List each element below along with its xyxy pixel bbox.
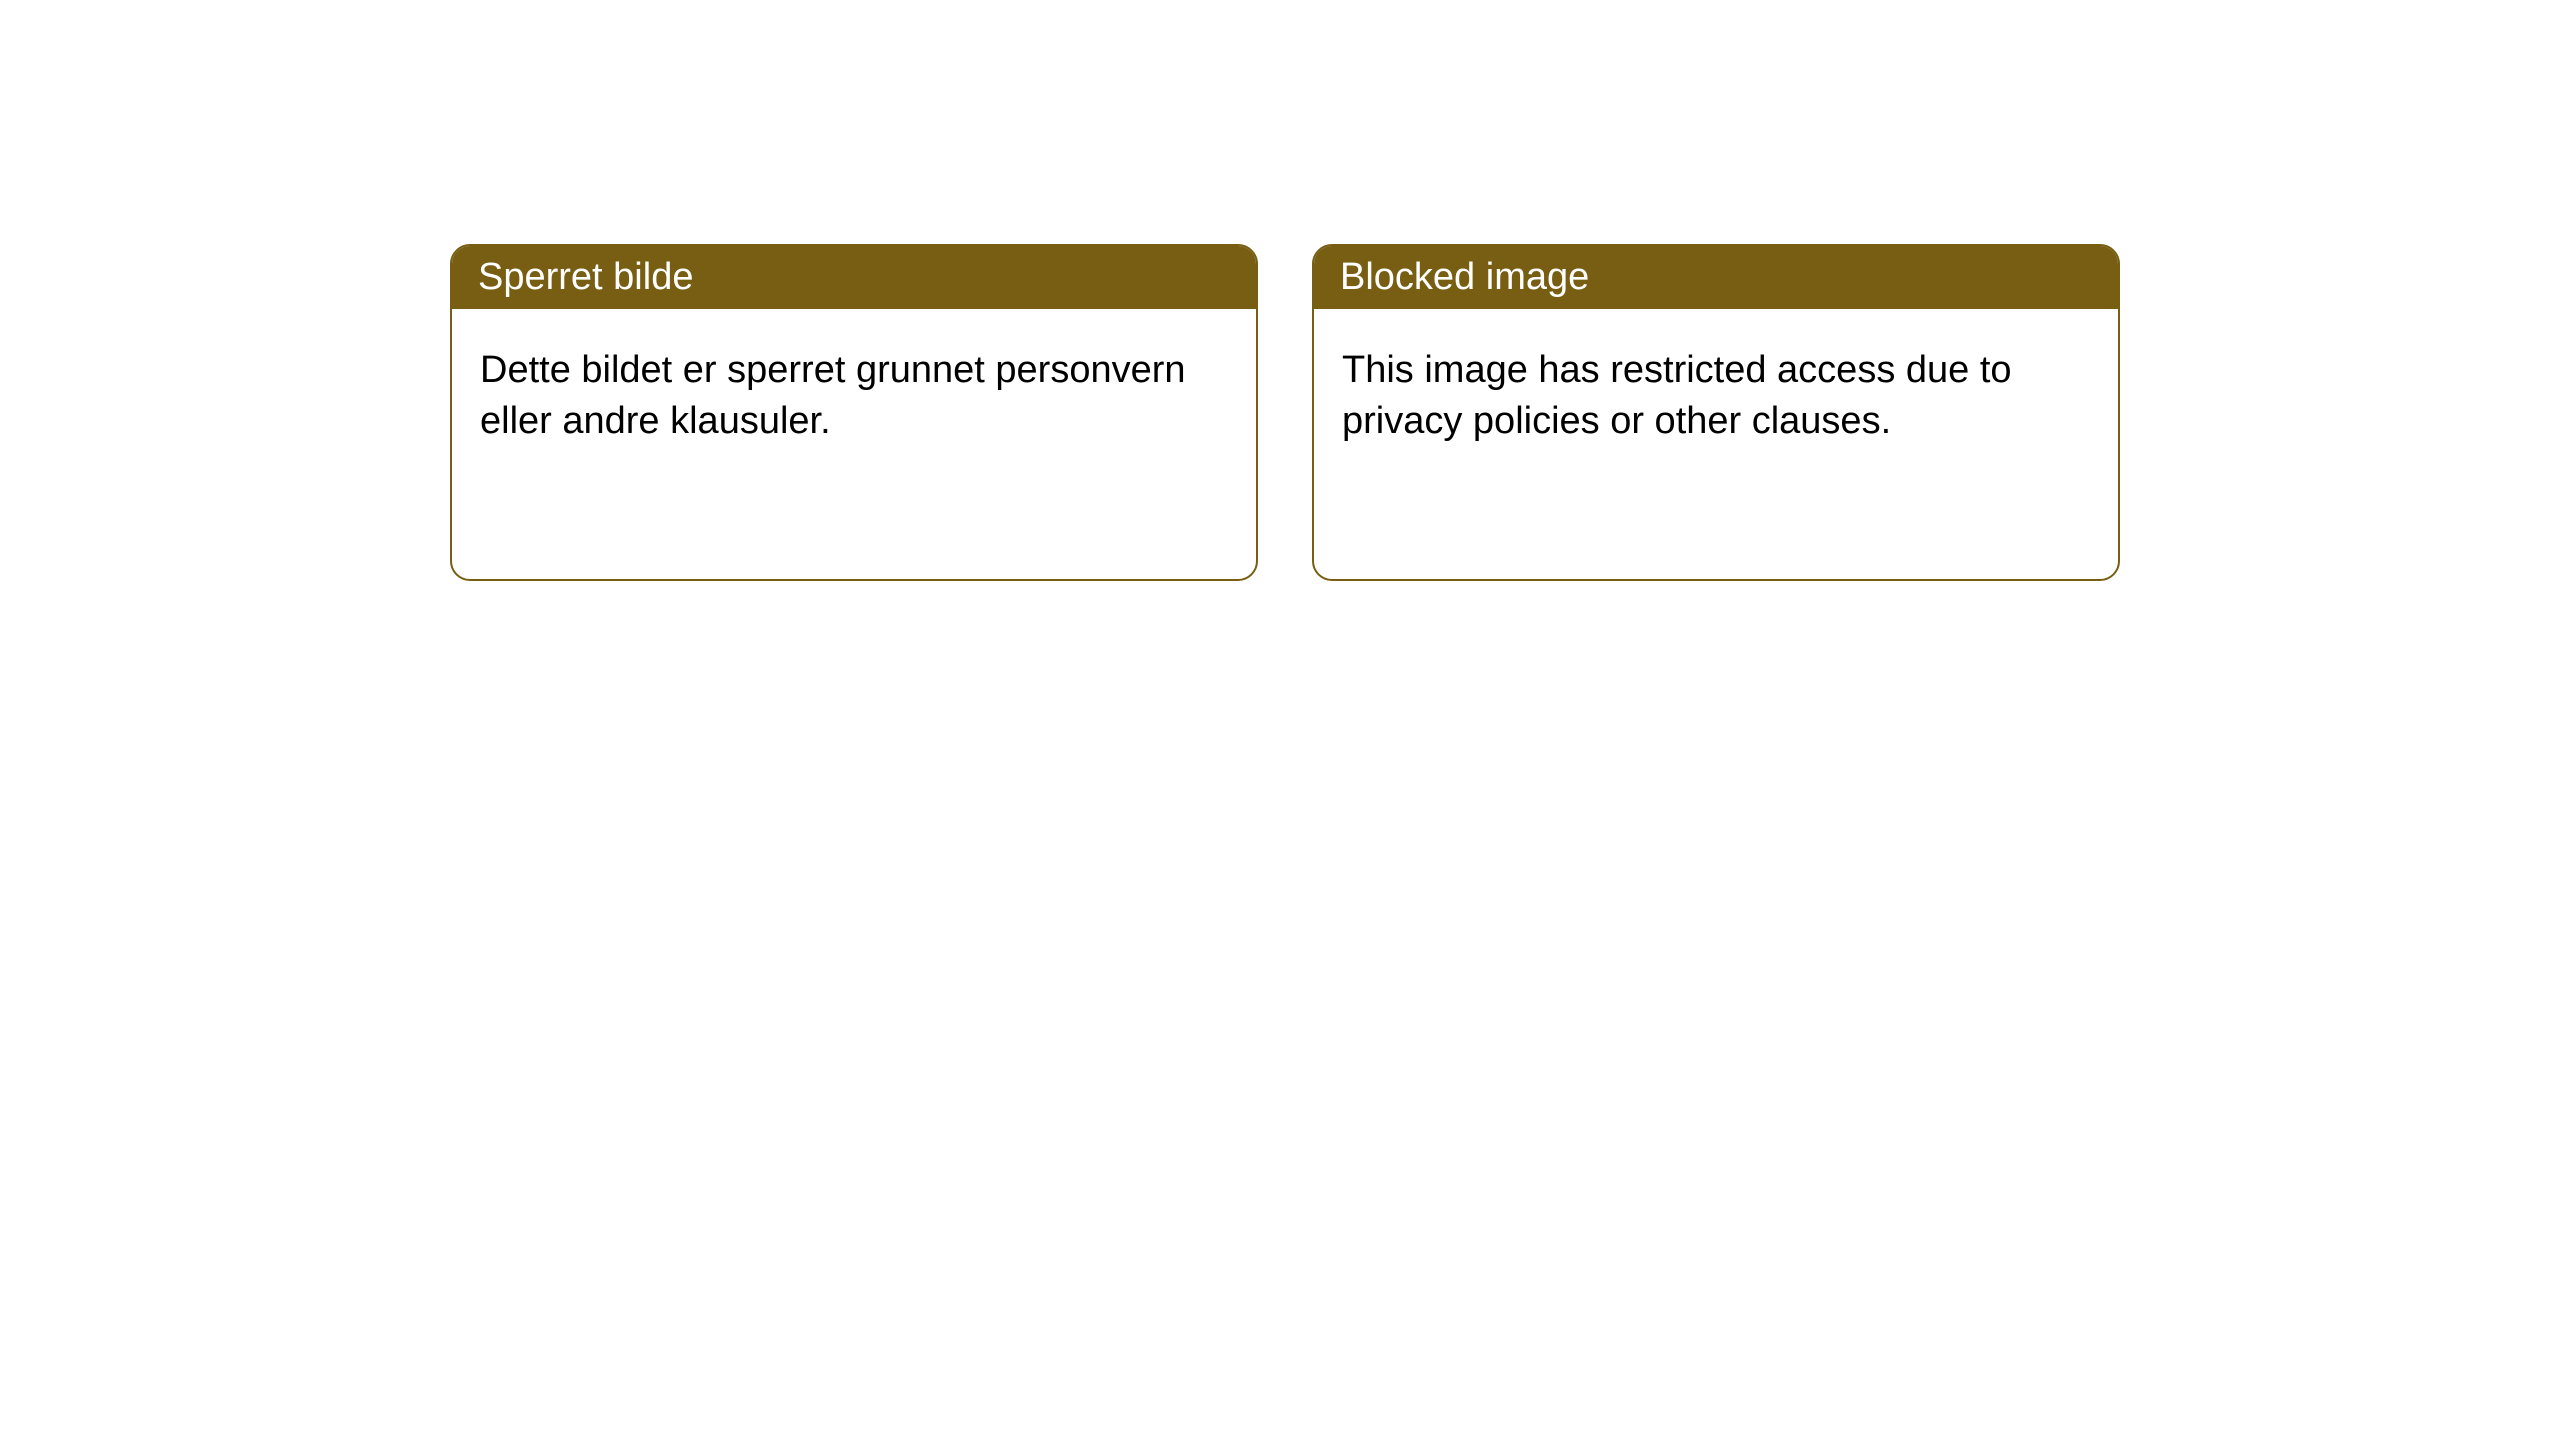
card-title: Sperret bilde — [478, 256, 693, 298]
notice-card-norwegian: Sperret bilde Dette bildet er sperret gr… — [450, 244, 1258, 581]
notice-card-english: Blocked image This image has restricted … — [1312, 244, 2120, 581]
card-text: This image has restricted access due to … — [1342, 345, 2090, 448]
notice-container: Sperret bilde Dette bildet er sperret gr… — [0, 0, 2560, 581]
card-header: Blocked image — [1314, 246, 2118, 309]
card-header: Sperret bilde — [452, 246, 1256, 309]
card-body: This image has restricted access due to … — [1314, 309, 2118, 579]
card-text: Dette bildet er sperret grunnet personve… — [480, 345, 1228, 448]
card-title: Blocked image — [1340, 256, 1589, 298]
card-body: Dette bildet er sperret grunnet personve… — [452, 309, 1256, 579]
